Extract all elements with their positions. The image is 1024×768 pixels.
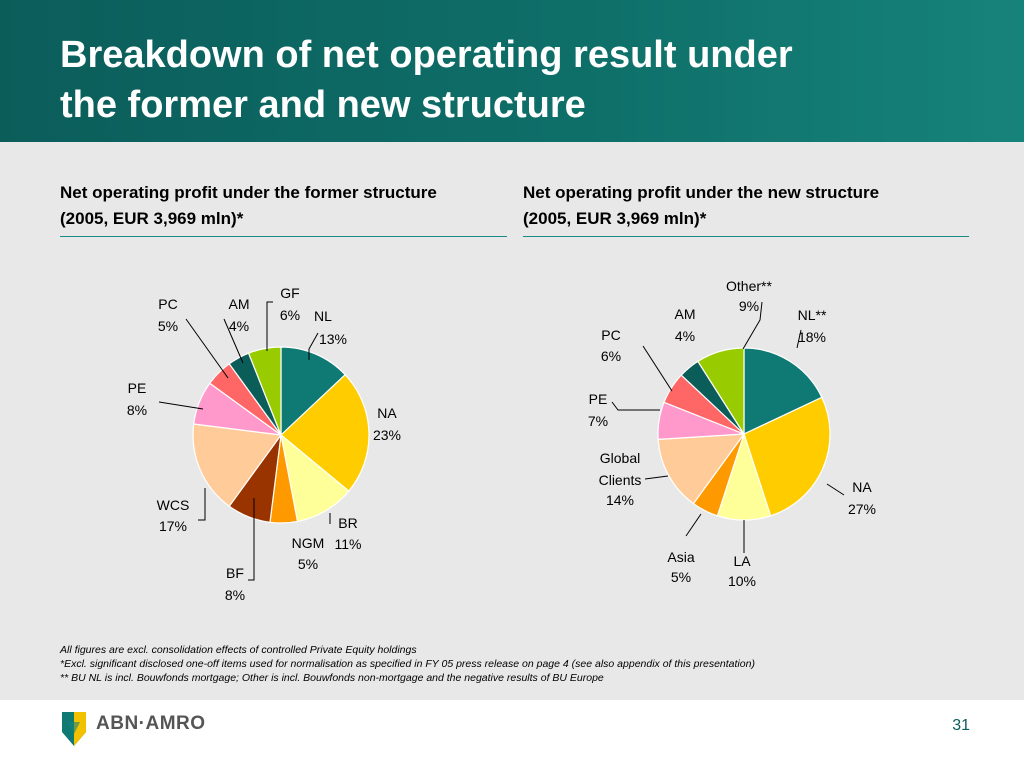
pie-1-label-ngm: NGM — [292, 535, 325, 551]
slide-title-line2: the former and new structure — [60, 84, 586, 126]
pie-2-leader-asia — [685, 513, 702, 537]
pie-1-label-am: AM — [229, 296, 250, 312]
right-heading-divider — [523, 236, 969, 237]
pie-1-leader-nl — [308, 332, 319, 360]
pie-1-slice-nl — [280, 346, 346, 437]
pie-2-label-global-clients-1: Global — [600, 450, 640, 466]
pie-2-value-nl: 18% — [798, 329, 826, 345]
pie-1-leader-pc — [185, 318, 229, 379]
pie-1-slice-na — [280, 373, 370, 492]
pie-1-label-bf: BF — [226, 565, 244, 581]
pie-1-value-br: 11% — [335, 536, 362, 552]
pie-2-value-am: 4% — [675, 328, 695, 344]
pie-2-leader-other — [742, 301, 763, 350]
pie-1-slice-wcs — [192, 423, 283, 508]
right-chart-heading: Net operating profit under the new struc… — [523, 180, 969, 232]
pie-2-leader-nl — [796, 329, 802, 349]
pie-chart-2: NL** 18% NA 27% LA 10% Asia 5% Global Clients 14% P… — [588, 278, 876, 589]
pie-2-leader-pc — [642, 345, 673, 392]
title-bar: Breakdown of net operating result under … — [0, 0, 1024, 142]
pie-2-leader-global-clients — [644, 475, 669, 480]
left-heading-divider — [60, 236, 507, 237]
left-heading-line2: (2005, EUR 3,969 mln)* — [60, 209, 244, 228]
pie-1-leader-gf — [266, 301, 273, 351]
pie-2-value-other: 9% — [739, 298, 759, 314]
pie-1-value-pe: 8% — [127, 402, 147, 418]
pie-2-leader-na — [826, 483, 845, 496]
pie-1-label-pe: PE — [128, 380, 147, 396]
pie-1-value-pc: 5% — [158, 318, 178, 334]
footnote-3: ** BU NL is incl. Bouwfonds mortgage; Ot… — [60, 672, 604, 684]
right-heading-line1: Net operating profit under the new struc… — [523, 183, 880, 202]
pie-1-value-nl: 13% — [319, 331, 347, 347]
pie-1-label-pc: PC — [158, 296, 177, 312]
left-chart-heading: Net operating profit under the former st… — [60, 180, 507, 232]
pie-2-label-pe: PE — [589, 391, 608, 407]
pie-2-leader-pe — [611, 401, 660, 411]
pie-1-value-na: 23% — [373, 427, 401, 443]
pie-2-label-am: AM — [675, 306, 696, 322]
footnote-2: *Excl. significant disclosed one-off ite… — [60, 658, 755, 670]
pie-2-label-la: LA — [733, 553, 751, 569]
pie-1-value-gf: 6% — [280, 307, 300, 323]
pie-2-label-pc: PC — [601, 327, 620, 343]
pie-2-label-asia: Asia — [667, 549, 694, 565]
logo-text: ABN·AMRO — [96, 713, 206, 734]
pie-1-value-wcs: 17% — [159, 518, 187, 534]
pie-1-label-br: BR — [338, 515, 357, 531]
pie-2-value-pe: 7% — [588, 413, 608, 429]
pie-1-leader-pe — [158, 401, 204, 410]
pie-1-label-gf: GF — [280, 285, 299, 301]
pie-2-slice-global-clients — [657, 433, 746, 505]
pie-2-label-other: Other** — [726, 278, 772, 294]
content-area — [0, 142, 1024, 700]
pie-1-value-ngm: 5% — [298, 556, 318, 572]
pie-1-slice-gf — [247, 346, 282, 436]
pie-2-slice-nl — [743, 347, 823, 435]
pie-2-value-pc: 6% — [601, 348, 621, 364]
pie-1-label-na: NA — [377, 405, 397, 421]
slide-title: Breakdown of net operating result under … — [60, 30, 1000, 130]
pie-2-value-na: 27% — [848, 501, 876, 517]
pie-1-leader-wcs — [198, 488, 206, 521]
pie-1-value-am: 4% — [229, 318, 249, 334]
pie-1-leader-bf — [248, 498, 255, 581]
pie-2-value-global-clients: 14% — [606, 492, 634, 508]
pie-1-label-wcs: WCS — [157, 497, 190, 513]
pie-chart-1: NL 13% NA 23% BR 11% NGM 5% BF 8% WCS 17% PE 8% PC 5% AM… — [127, 285, 401, 603]
pie-2-slice-na — [743, 396, 831, 517]
pie-2-value-la: 10% — [728, 573, 756, 589]
left-heading-line1: Net operating profit under the former st… — [60, 183, 437, 202]
pie-2-label-global-clients-2: Clients — [599, 472, 642, 488]
pie-2-label-na: NA — [852, 479, 872, 495]
right-heading-line2: (2005, EUR 3,969 mln)* — [523, 209, 707, 228]
pie-1-value-bf: 8% — [225, 587, 245, 603]
slide-footer — [0, 700, 1024, 768]
pie-1-leader-am — [223, 318, 244, 364]
slide-title-line1: Breakdown of net operating result under — [60, 34, 793, 76]
footnote-1: All figures are excl. consolidation effe… — [60, 644, 417, 656]
abn-amro-shield-icon — [62, 712, 86, 746]
page-number: 31 — [952, 717, 970, 734]
pie-1-label-nl: NL — [314, 308, 332, 324]
footnotes: All figures are excl. consolidation effe… — [60, 643, 1000, 685]
pie-2-value-asia: 5% — [671, 569, 691, 585]
pie-2-label-nl: NL** — [798, 307, 827, 323]
